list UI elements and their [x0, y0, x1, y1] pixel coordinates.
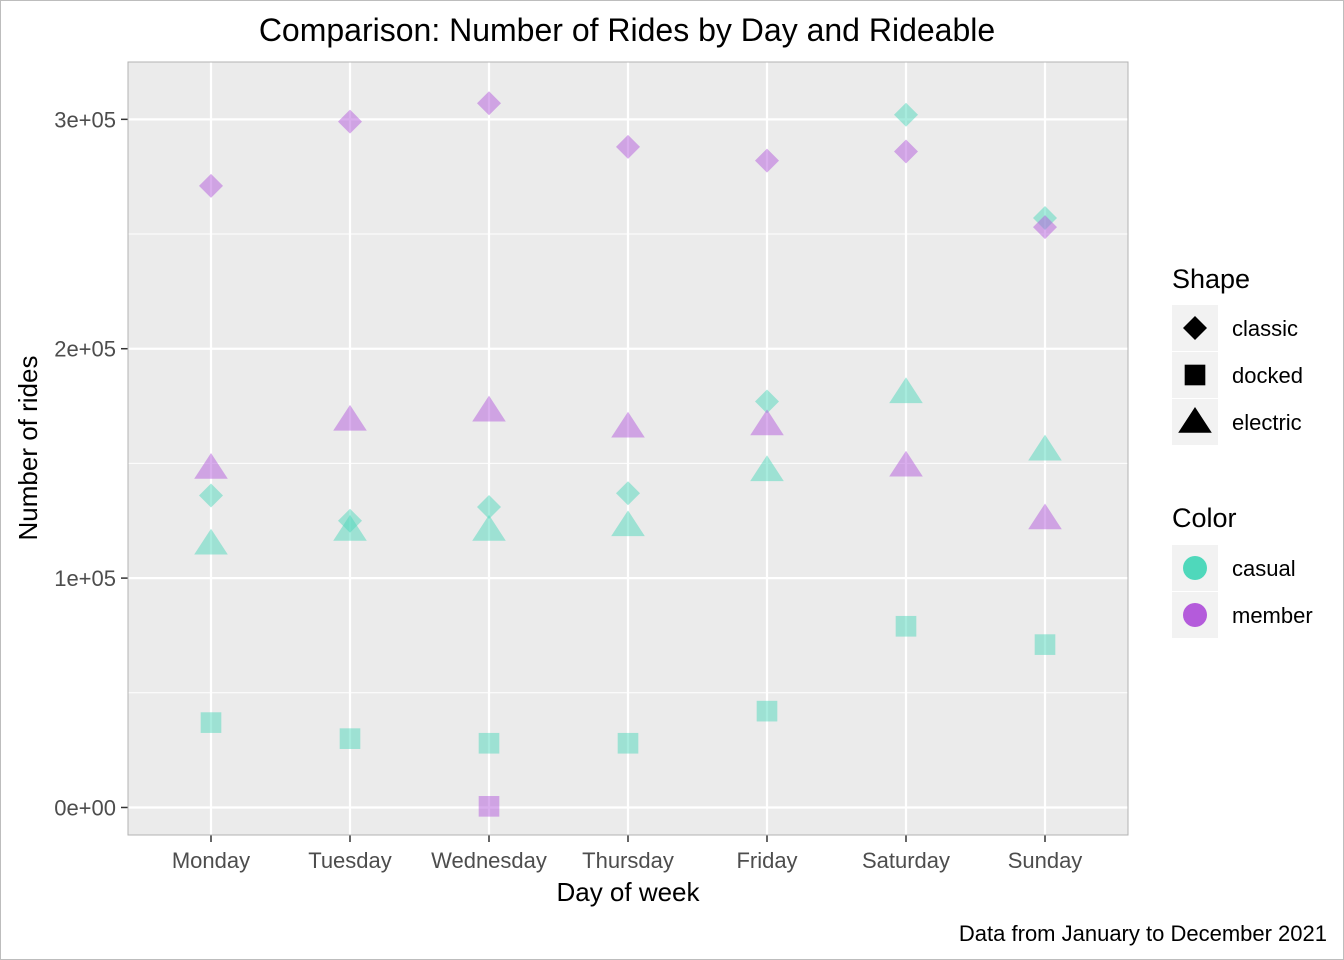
- x-tick-label: Saturday: [862, 848, 950, 873]
- data-point: [338, 109, 362, 134]
- data-point: [895, 615, 917, 637]
- legend-color-member-icon: [1183, 603, 1207, 627]
- data-point: [611, 510, 645, 537]
- data-point: [1028, 503, 1062, 530]
- x-tick-label: Thursday: [582, 848, 674, 873]
- x-tick-label: Sunday: [1008, 848, 1083, 873]
- data-point: [199, 483, 223, 508]
- data-point: [611, 411, 645, 438]
- chart-caption: Data from January to December 2021: [959, 921, 1327, 946]
- data-point: [472, 395, 506, 422]
- data-points: [194, 91, 1062, 817]
- legend-label-classic: classic: [1232, 316, 1298, 341]
- legend-shape-classic-icon: [1183, 316, 1207, 340]
- legend-shape-electric-icon: [1178, 407, 1212, 433]
- data-point: [617, 732, 639, 754]
- data-point: [756, 700, 778, 722]
- shape-legend-title: Shape: [1172, 264, 1250, 294]
- data-point: [333, 514, 367, 541]
- data-point: [478, 732, 500, 754]
- chart-title: Comparison: Number of Rides by Day and R…: [259, 12, 995, 48]
- data-point: [472, 514, 506, 541]
- legend-label-docked: docked: [1232, 363, 1303, 388]
- x-tick-label: Wednesday: [431, 848, 547, 873]
- data-point: [755, 389, 779, 414]
- y-tick-label: 1e+05: [54, 566, 116, 591]
- y-axis-ticks: 0e+00 1e+05 2e+05 3e+05: [54, 107, 128, 820]
- y-tick-label: 0e+00: [54, 795, 116, 820]
- legend-label-member: member: [1232, 603, 1313, 628]
- data-point: [478, 796, 500, 817]
- data-point: [755, 148, 779, 173]
- data-point: [750, 455, 784, 482]
- data-point: [200, 712, 222, 733]
- x-axis-title: Day of week: [556, 877, 700, 907]
- data-point: [199, 173, 223, 198]
- legend-color-casual-icon: [1183, 556, 1207, 580]
- shape-legend: Shape classic docked electric: [1172, 264, 1303, 445]
- x-tick-label: Monday: [172, 848, 250, 873]
- panel-border: [127, 61, 1129, 836]
- data-point: [616, 481, 640, 506]
- data-point: [339, 728, 361, 749]
- grid-lines: [128, 62, 1128, 835]
- data-point: [894, 139, 918, 164]
- data-point: [194, 528, 228, 555]
- x-tick-label: Friday: [736, 848, 797, 873]
- x-axis-ticks: Monday Tuesday Wednesday Thursday Friday Satu…: [172, 835, 1082, 873]
- legend-label-casual: casual: [1232, 556, 1296, 581]
- color-legend: Color casual member: [1172, 503, 1313, 638]
- data-point: [616, 134, 640, 159]
- data-point: [194, 452, 228, 479]
- y-tick-label: 3e+05: [54, 107, 116, 132]
- data-point: [889, 450, 923, 477]
- data-point: [750, 409, 784, 436]
- data-point: [1034, 634, 1056, 655]
- x-tick-label: Tuesday: [308, 848, 392, 873]
- legend-shape-docked-icon: [1184, 364, 1206, 386]
- color-legend-title: Color: [1172, 503, 1237, 533]
- data-point: [333, 404, 367, 431]
- y-axis-title: Number of rides: [13, 356, 43, 541]
- legend-label-electric: electric: [1232, 410, 1302, 435]
- data-point: [1028, 434, 1062, 461]
- y-tick-label: 2e+05: [54, 337, 116, 362]
- data-point: [477, 494, 501, 519]
- data-point: [894, 102, 918, 127]
- data-point: [889, 377, 923, 404]
- data-point: [1033, 215, 1057, 240]
- data-point: [477, 91, 501, 116]
